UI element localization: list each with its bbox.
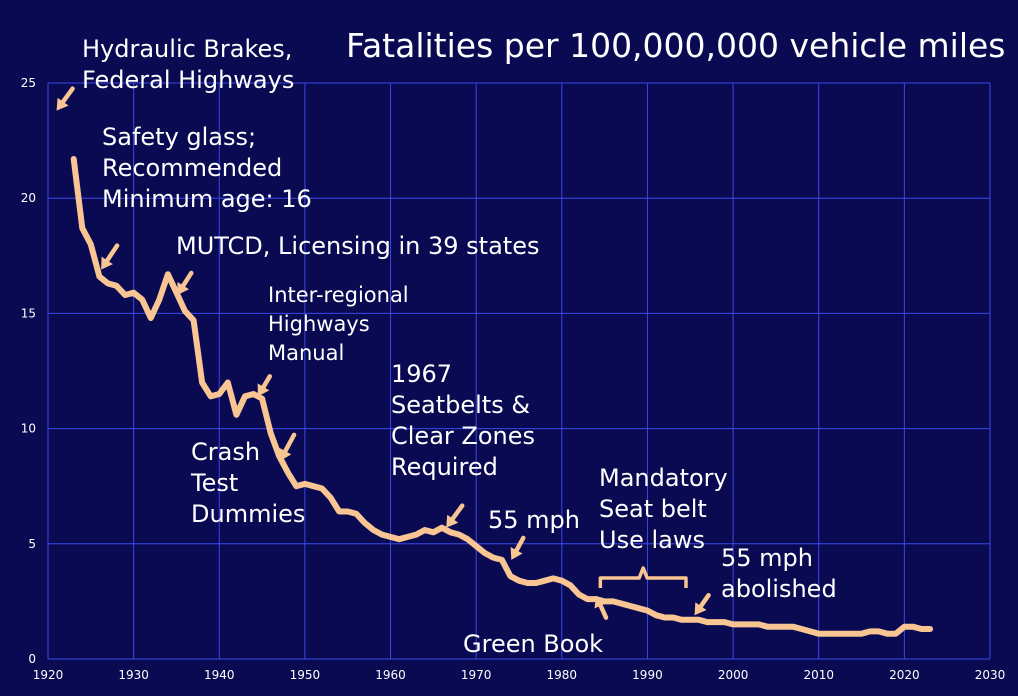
x-tick-label: 1920 <box>33 668 64 682</box>
annotation-arrow-head <box>510 546 523 560</box>
seat-belt-laws-bracket <box>598 566 688 588</box>
annotation-arrow-shaft <box>281 432 297 457</box>
annotation-55-mph-abolished: 55 mph abolished <box>721 544 837 603</box>
annotation-arrows <box>56 86 711 620</box>
annotation-green-book: Green Book <box>463 630 604 658</box>
y-tick-label: 10 <box>21 422 36 436</box>
plot-area <box>48 83 990 659</box>
y-tick-label: 0 <box>28 652 36 666</box>
y-tick-label: 15 <box>21 306 36 320</box>
annotation-arrow-head <box>694 602 707 616</box>
fatality-rate-series <box>70 156 934 637</box>
x-tick-label: 1930 <box>118 668 149 682</box>
x-tick-label: 2000 <box>718 668 749 682</box>
x-tick-label: 1990 <box>632 668 663 682</box>
y-axis-ticks: 0 5 10 15 20 25 <box>21 76 36 666</box>
annotation-crash-test-dummies: Crash Test Dummies <box>191 438 306 528</box>
annotation-seatbelts-clear-zones: 1967 Seatbelts & Clear Zones Required <box>391 360 535 481</box>
x-tick-label: 2010 <box>803 668 834 682</box>
annotation-55-mph: 55 mph <box>488 506 580 534</box>
x-tick-label: 1950 <box>290 668 321 682</box>
series-line <box>70 156 934 637</box>
y-tick-label: 20 <box>21 191 36 205</box>
annotation-arrow-head <box>56 97 69 111</box>
x-tick-label: 1960 <box>375 668 406 682</box>
annotation-mandatory-seat-belt: Mandatory Seat belt Use laws <box>599 464 728 554</box>
y-tick-label: 25 <box>21 76 36 90</box>
x-tick-label: 1970 <box>461 668 492 682</box>
annotation-arrow-head <box>446 514 459 528</box>
x-axis-ticks: 1920 1930 1940 1950 1960 1970 1980 1990 2000 2010… <box>33 668 1006 682</box>
annotation-inter-regional-highways: Inter-regional Highways Manual <box>268 283 409 365</box>
annotation-arrow-head <box>279 447 292 461</box>
annotation-arrow-head <box>101 256 113 270</box>
x-tick-label: 1940 <box>204 668 235 682</box>
annotation-arrow-shaft <box>103 243 120 266</box>
annotation-hydraulic-brakes: Hydraulic Brakes, Federal Highways <box>82 35 295 94</box>
annotation-mutcd: MUTCD, Licensing in 39 states <box>176 232 540 260</box>
x-tick-label: 2030 <box>975 668 1006 682</box>
y-tick-label: 5 <box>28 537 36 551</box>
annotation-arrow-head <box>594 595 607 609</box>
x-tick-label: 2020 <box>889 668 920 682</box>
x-tick-label: 1980 <box>547 668 578 682</box>
annotation-safety-glass: Safety glass; Recommended Minimum age: 1… <box>102 123 312 213</box>
annotation-arrow-head <box>177 281 189 295</box>
annotation-arrow-head <box>257 383 270 397</box>
chart-title: Fatalities per 100,000,000 vehicle miles <box>346 26 1006 65</box>
